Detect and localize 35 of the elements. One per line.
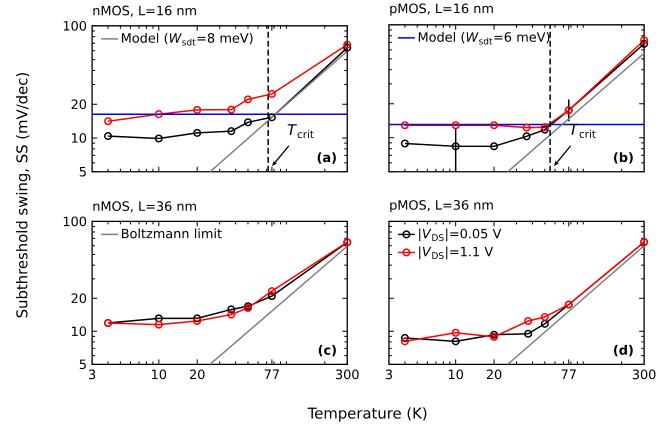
annotation: (d) [614,344,633,356]
x-tick-label: 3 [386,370,392,380]
annotation: T$_{crit}$ [570,124,596,138]
x-tick-label: 20 [190,370,205,380]
y-tick-label: 10 [72,326,86,336]
x-axis-title: Temperature (K) [308,407,426,422]
legend-label: Model (W$_{sdt}$=6 meV) [418,32,550,45]
y-axis-title: Subthreshold swing, SS (mV/dec) [16,73,30,318]
x-tick-label: 77 [562,370,576,379]
x-tick-label: 3 [88,370,96,380]
x-tick-label: 300 [336,370,359,380]
x-tick-label: 20 [486,370,502,380]
y-tick-label: 20 [72,293,86,304]
x-tick-label: 10 [448,370,463,380]
chart-title: nMOS, L=36 nm [93,201,196,212]
legend-label: Boltzmann limit [122,228,222,238]
legend-label: |V$_{DS}$|=0.05 V [419,228,502,242]
x-tick-label: 77 [264,370,279,379]
y-tick-label: 5 [80,360,86,370]
chart-title: pMOS, L=36 nm [390,200,493,212]
y-tick-label: 100 [64,21,86,31]
y-tick-label: 10 [72,133,86,143]
annotation: T$_{crit}$ [288,124,314,138]
chart-title: pMOS, L=16 nm [390,4,493,16]
y-tick-label: 100 [64,216,86,226]
legend-label: |V$_{DS}$|=1.1 V [419,246,494,260]
y-tick-label: 20 [72,99,86,110]
y-tick-label: 5 [80,167,86,177]
annotation: (c) [318,344,336,356]
chart-title: nMOS, L=16 nm [93,6,196,17]
x-tick-label: 300 [632,370,656,380]
x-tick-label: 10 [152,370,166,380]
legend-label: Model (W$_{sdt}$=8 meV) [122,32,253,46]
annotation: (a) [318,152,336,164]
annotation: (b) [614,152,633,164]
